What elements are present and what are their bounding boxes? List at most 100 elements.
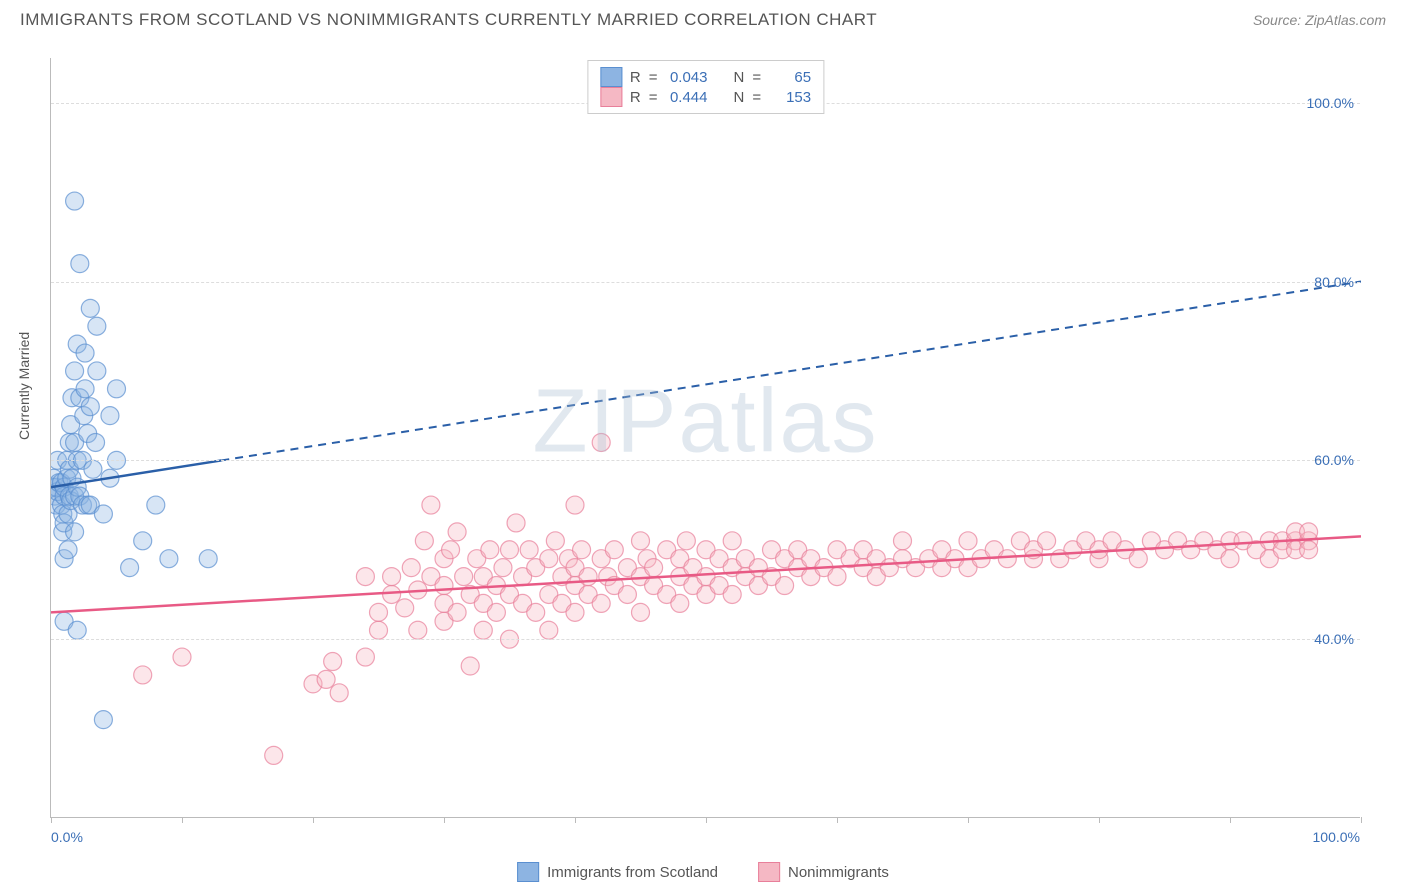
data-point (540, 621, 558, 639)
data-point (481, 541, 499, 559)
data-point (618, 585, 636, 603)
chart-title: IMMIGRANTS FROM SCOTLAND VS NONIMMIGRANT… (20, 10, 877, 30)
data-point (527, 603, 545, 621)
data-point (383, 568, 401, 586)
gridline (51, 639, 1360, 640)
data-point (396, 599, 414, 617)
data-point (59, 541, 77, 559)
y-tick-label: 80.0% (1314, 274, 1354, 290)
data-point (134, 666, 152, 684)
chart-plot-area: R = 0.043 N = 65 R = 0.444 N = 153 ZIPat… (50, 58, 1360, 818)
data-point (173, 648, 191, 666)
data-point (370, 603, 388, 621)
data-point (573, 541, 591, 559)
legend-swatch-0 (600, 67, 622, 87)
data-point (828, 568, 846, 586)
data-point (71, 255, 89, 273)
data-point (88, 317, 106, 335)
data-point (134, 532, 152, 550)
data-point (461, 657, 479, 675)
x-tick (706, 817, 707, 823)
data-point (383, 585, 401, 603)
x-tick-label-start: 0.0% (51, 829, 83, 845)
x-tick (968, 817, 969, 823)
data-point (894, 532, 912, 550)
data-point (81, 299, 99, 317)
correlation-legend: R = 0.043 N = 65 R = 0.444 N = 153 (587, 60, 824, 114)
x-tick (1099, 817, 1100, 823)
data-point (265, 746, 283, 764)
data-point (1300, 541, 1318, 559)
data-point (1038, 532, 1056, 550)
data-point (370, 621, 388, 639)
legend-swatch-series-0 (517, 862, 539, 882)
y-tick-label: 60.0% (1314, 452, 1354, 468)
data-point (998, 550, 1016, 568)
data-point (546, 532, 564, 550)
data-point (474, 621, 492, 639)
x-tick (444, 817, 445, 823)
x-tick-label-end: 100.0% (1313, 829, 1360, 845)
data-point (87, 433, 105, 451)
data-point (776, 577, 794, 595)
legend-item-0: Immigrants from Scotland (517, 862, 718, 882)
data-point (723, 532, 741, 550)
data-point (66, 362, 84, 380)
data-point (677, 532, 695, 550)
data-point (76, 380, 94, 398)
data-point (121, 559, 139, 577)
data-point (671, 594, 689, 612)
data-point (959, 532, 977, 550)
scatter-plot-svg (51, 58, 1361, 818)
x-tick (1361, 817, 1362, 823)
data-point (645, 559, 663, 577)
data-point (317, 670, 335, 688)
data-point (540, 550, 558, 568)
data-point (592, 433, 610, 451)
legend-row-series-0: R = 0.043 N = 65 (600, 67, 811, 87)
x-tick (575, 817, 576, 823)
x-tick (1230, 817, 1231, 823)
data-point (422, 496, 440, 514)
source-attribution: Source: ZipAtlas.com (1253, 12, 1386, 28)
legend-swatch-series-1 (758, 862, 780, 882)
data-point (330, 684, 348, 702)
data-point (520, 541, 538, 559)
data-point (76, 344, 94, 362)
y-axis-label: Currently Married (16, 332, 32, 440)
data-point (605, 541, 623, 559)
data-point (101, 407, 119, 425)
data-point (68, 621, 86, 639)
data-point (415, 532, 433, 550)
data-point (199, 550, 217, 568)
data-point (723, 585, 741, 603)
data-point (566, 603, 584, 621)
data-point (324, 653, 342, 671)
data-point (507, 514, 525, 532)
x-tick (837, 817, 838, 823)
data-point (435, 577, 453, 595)
data-point (88, 362, 106, 380)
data-point (160, 550, 178, 568)
regression-line-dashed (221, 282, 1361, 461)
data-point (632, 532, 650, 550)
gridline (51, 282, 1360, 283)
data-point (108, 380, 126, 398)
x-tick (182, 817, 183, 823)
data-point (442, 541, 460, 559)
gridline (51, 460, 1360, 461)
data-point (592, 594, 610, 612)
data-point (94, 505, 112, 523)
x-tick (51, 817, 52, 823)
data-point (66, 523, 84, 541)
data-point (84, 460, 102, 478)
data-point (1221, 550, 1239, 568)
data-point (579, 568, 597, 586)
data-point (1129, 550, 1147, 568)
data-point (356, 648, 374, 666)
legend-swatch-1 (600, 87, 622, 107)
data-point (402, 559, 420, 577)
y-tick-label: 100.0% (1307, 95, 1354, 111)
x-tick (313, 817, 314, 823)
data-point (501, 541, 519, 559)
